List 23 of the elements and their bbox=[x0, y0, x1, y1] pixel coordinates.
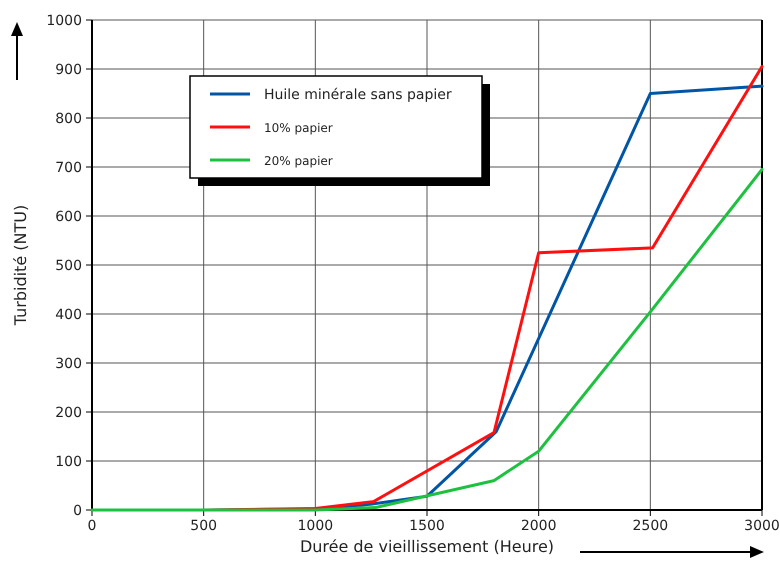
y-tick-label: 0 bbox=[73, 503, 82, 519]
y-tick-label: 700 bbox=[55, 160, 82, 176]
y-tick-label: 300 bbox=[55, 356, 82, 372]
x-tick-label: 0 bbox=[88, 518, 96, 534]
y-tick-label: 1000 bbox=[46, 13, 82, 29]
legend-label: 20% papier bbox=[264, 154, 333, 168]
x-tick-label: 2000 bbox=[520, 518, 556, 534]
y-tick-label: 200 bbox=[55, 405, 82, 421]
x-tick-label: 3000 bbox=[744, 518, 780, 534]
y-tick-label: 900 bbox=[55, 62, 82, 78]
x-tick-label: 1500 bbox=[409, 518, 445, 534]
legend-label: 10% papier bbox=[264, 121, 333, 135]
y-tick-label: 600 bbox=[55, 209, 82, 225]
x-tick-label: 1000 bbox=[298, 518, 334, 534]
x-axis-title: Durée de vieillissement (Heure) bbox=[300, 537, 554, 556]
x-tick-label: 500 bbox=[190, 518, 218, 534]
y-tick-label: 400 bbox=[55, 307, 82, 323]
y-tick-label: 800 bbox=[55, 111, 82, 127]
y-axis-title: Turbidité (NTU) bbox=[11, 204, 30, 326]
y-tick-label: 100 bbox=[55, 454, 82, 470]
y-tick-label: 500 bbox=[55, 258, 82, 274]
x-tick-label: 2500 bbox=[632, 518, 668, 534]
legend-label: Huile minérale sans papier bbox=[264, 87, 452, 103]
